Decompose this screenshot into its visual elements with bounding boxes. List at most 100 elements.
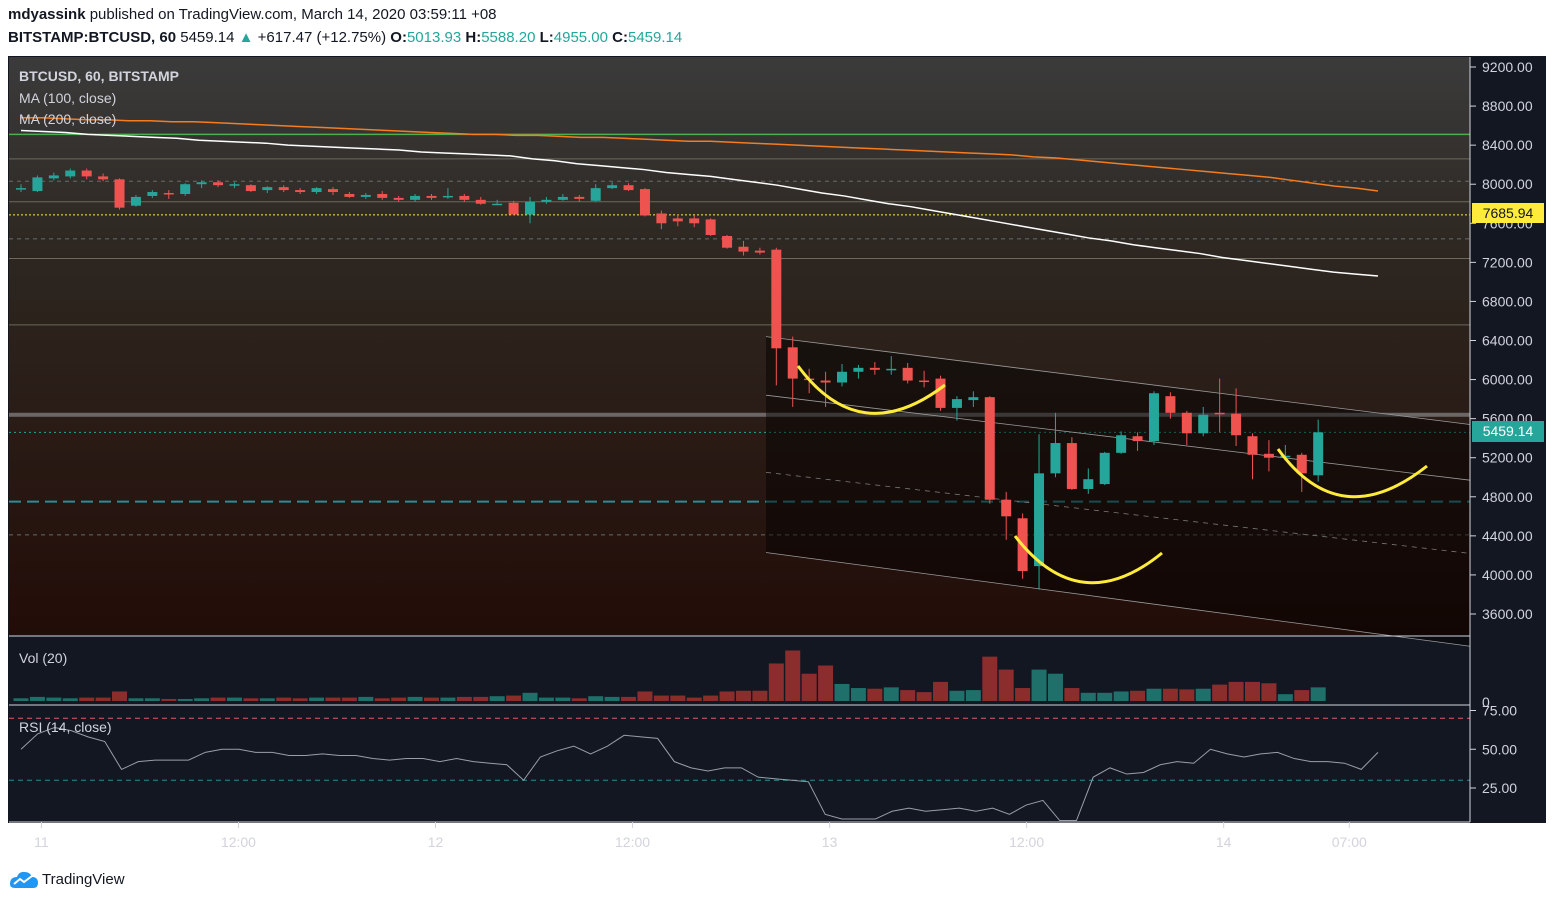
volume-bar: [801, 673, 817, 701]
volume-bar: [571, 698, 587, 701]
candle-body: [1231, 413, 1242, 436]
volume-bar: [325, 697, 341, 701]
candle-body: [754, 250, 765, 253]
tradingview-logo-icon: [10, 871, 38, 888]
price-tick-label: 4400.00: [1482, 528, 1533, 544]
author-name[interactable]: mdyassink: [8, 6, 86, 23]
candle-body: [32, 177, 43, 192]
volume-bar: [13, 698, 29, 701]
candle-body: [639, 189, 650, 216]
volume-bar: [965, 690, 981, 701]
candle-body: [705, 219, 716, 236]
candle-body: [557, 196, 568, 200]
rsi-pane-background: [9, 706, 1470, 822]
volume-bar: [703, 695, 719, 701]
volume-bar: [818, 665, 834, 701]
volume-bar: [95, 697, 111, 701]
volume-bar: [1031, 669, 1047, 701]
volume-bar: [1310, 687, 1326, 701]
legend-symbol: BTCUSD, 60, BITSTAMP: [19, 68, 179, 84]
candle-body: [919, 380, 930, 383]
candle-body: [1247, 436, 1258, 455]
volume-bar: [785, 650, 801, 701]
volume-bar: [1146, 688, 1162, 701]
candle-body: [1198, 414, 1209, 434]
candle-body: [229, 184, 240, 186]
rsi-indicator: [9, 717, 1470, 822]
volume-bar: [1261, 683, 1277, 701]
price-tick-label: 3600.00: [1482, 606, 1533, 622]
candle-body: [344, 193, 355, 197]
channel-fill: [766, 336, 1470, 647]
volume-bar: [456, 696, 472, 701]
volume-bar: [719, 691, 735, 701]
support-band: [9, 412, 1470, 417]
cup-pattern-3: [1276, 448, 1428, 499]
volume-bar: [1162, 688, 1178, 701]
price-tick-label: 6400.00: [1482, 333, 1533, 349]
volume-bar: [637, 691, 653, 701]
last-price: 5459.14: [180, 29, 235, 46]
candle-body: [508, 202, 519, 215]
channel-upper-line: [765, 336, 1471, 425]
volume-bar: [112, 691, 128, 701]
volume-bar: [1064, 688, 1080, 701]
candle-body: [787, 347, 798, 379]
legend-volume[interactable]: Vol (20): [19, 650, 67, 666]
legend-ma200[interactable]: MA (200, close): [19, 111, 116, 127]
volume-bar: [883, 687, 899, 701]
candle-body: [1050, 443, 1061, 474]
price-tick-label: 6800.00: [1482, 293, 1533, 309]
volume-bar: [1047, 673, 1063, 701]
candle-body: [98, 176, 109, 180]
ma100-line: [21, 117, 1379, 192]
price-tick-label: 8400.00: [1482, 137, 1533, 153]
candle-body: [853, 367, 864, 372]
price-tick-label: 4800.00: [1482, 489, 1533, 505]
volume-bar: [522, 692, 538, 701]
publish-header: mdyassink published on TradingView.com, …: [8, 6, 497, 23]
candle-body: [672, 218, 683, 222]
candle-body: [163, 193, 174, 195]
price-tick-label: 7200.00: [1482, 254, 1533, 270]
candle-body: [48, 175, 59, 179]
volume-bar: [292, 698, 308, 701]
price-tick-label: 5200.00: [1482, 450, 1533, 466]
close-value: 5459.14: [628, 29, 683, 46]
candle-body: [130, 196, 141, 206]
cup-pattern-1: [796, 365, 946, 415]
volume-bar: [489, 696, 505, 701]
volume-bar: [473, 696, 489, 701]
candle-body: [147, 192, 158, 196]
symbol-ohlc-line: BITSTAMP:BTCUSD, 60 5459.14 ▲ +617.47 (+…: [8, 29, 682, 46]
candle-body: [360, 194, 371, 197]
yellow-line-tag-text: 7685.94: [1483, 205, 1534, 221]
price-tick-label: 8000.00: [1482, 176, 1533, 192]
volume-bars: [13, 650, 1326, 701]
candle-body: [1099, 452, 1110, 485]
price-change: +617.47 (+12.75%): [257, 29, 387, 46]
candle-body: [1165, 396, 1176, 413]
volume-bar: [982, 656, 998, 701]
candle-body: [377, 193, 388, 198]
candle-body: [935, 378, 946, 408]
candle-body: [426, 195, 437, 198]
candle-body: [1181, 412, 1192, 434]
legend-ma100[interactable]: MA (100, close): [19, 90, 116, 106]
volume-bar: [424, 697, 439, 701]
candle-body: [262, 187, 273, 191]
rsi-tick-label: 25.00: [1482, 780, 1517, 796]
volume-bar: [1277, 694, 1293, 701]
cup-pattern-2: [1013, 535, 1163, 585]
legend-rsi[interactable]: RSI (14, close): [19, 719, 112, 735]
yellow-line-tag: [1472, 203, 1544, 223]
tradingview-footer[interactable]: TradingView: [8, 868, 125, 890]
volume-bar: [834, 683, 850, 701]
volume-bar: [653, 695, 669, 701]
volume-bar: [850, 688, 866, 701]
time-tick-label: 12:00: [615, 834, 650, 850]
candle-body: [492, 203, 503, 206]
volume-bar: [1097, 692, 1113, 701]
candle-body: [574, 196, 585, 199]
